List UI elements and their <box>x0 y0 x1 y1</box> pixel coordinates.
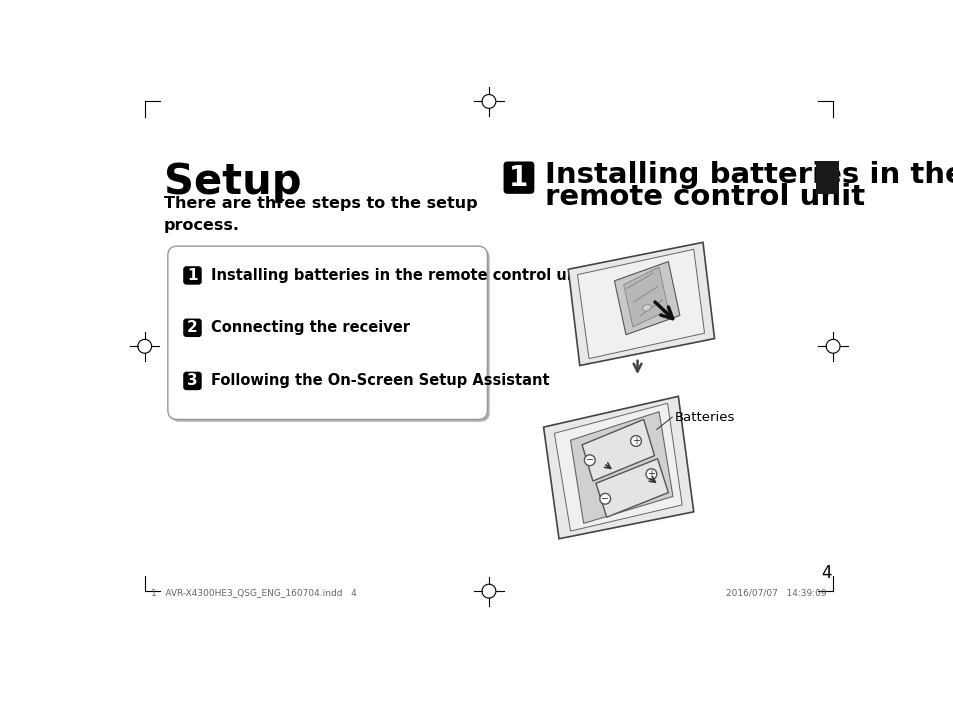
Text: 1: 1 <box>187 268 197 283</box>
Text: Setup: Setup <box>164 161 301 203</box>
Text: 3: 3 <box>187 373 197 389</box>
Polygon shape <box>581 420 654 481</box>
Text: 1   AVR-X4300HE3_QSG_ENG_160704.indd   4: 1 AVR-X4300HE3_QSG_ENG_160704.indd 4 <box>151 588 356 597</box>
Circle shape <box>599 494 610 504</box>
Text: 4: 4 <box>821 565 831 582</box>
Text: −: − <box>585 455 593 465</box>
FancyBboxPatch shape <box>183 318 201 337</box>
Text: 2016/07/07   14:39:09: 2016/07/07 14:39:09 <box>725 588 826 597</box>
Bar <box>816 161 839 194</box>
Polygon shape <box>596 459 668 517</box>
Polygon shape <box>570 412 672 523</box>
Polygon shape <box>577 249 703 358</box>
Circle shape <box>584 455 595 465</box>
Text: There are three steps to the setup
process.: There are three steps to the setup proce… <box>164 196 477 233</box>
Text: Connecting the receiver: Connecting the receiver <box>211 320 410 335</box>
Text: Following the On-Screen Setup Assistant: Following the On-Screen Setup Assistant <box>211 373 549 389</box>
Text: Installing batteries in the remote control unit: Installing batteries in the remote contr… <box>211 268 589 283</box>
Polygon shape <box>614 262 679 334</box>
Text: 1: 1 <box>509 163 528 191</box>
Text: Batteries: Batteries <box>674 410 734 424</box>
Text: +: + <box>631 436 639 446</box>
Circle shape <box>630 436 640 446</box>
Text: remote control unit: remote control unit <box>544 183 864 211</box>
Text: −: − <box>600 494 609 504</box>
Polygon shape <box>623 267 668 327</box>
Ellipse shape <box>641 305 651 311</box>
Text: 2: 2 <box>187 320 197 335</box>
Polygon shape <box>554 403 681 531</box>
Polygon shape <box>568 242 714 365</box>
Text: +: + <box>647 469 655 479</box>
FancyBboxPatch shape <box>168 246 487 420</box>
FancyBboxPatch shape <box>170 249 489 422</box>
FancyBboxPatch shape <box>183 372 201 390</box>
Polygon shape <box>543 396 693 539</box>
FancyBboxPatch shape <box>503 161 534 194</box>
Text: Installing batteries in the: Installing batteries in the <box>544 161 953 189</box>
Circle shape <box>645 469 656 479</box>
FancyBboxPatch shape <box>183 266 201 284</box>
